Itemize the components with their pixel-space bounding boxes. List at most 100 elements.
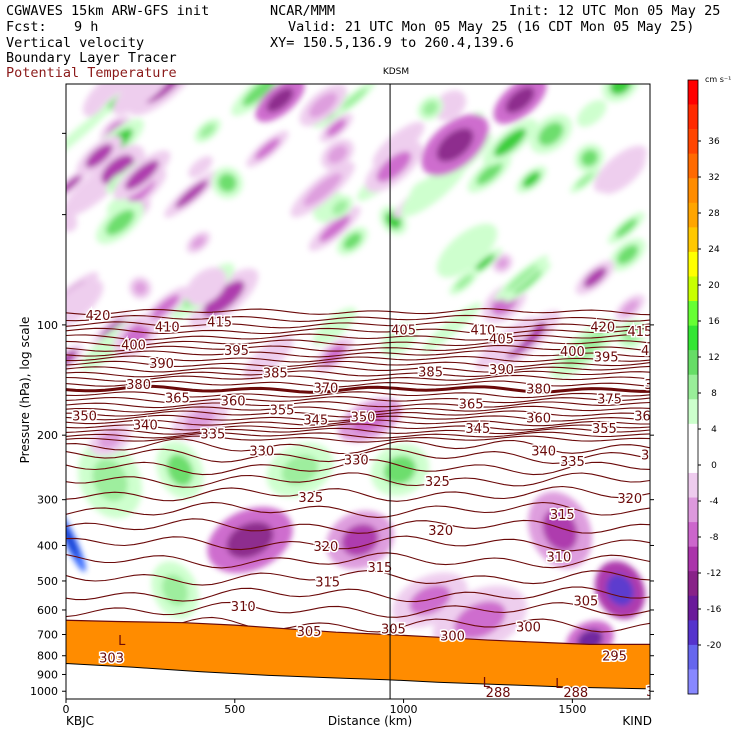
theta-label: 315 xyxy=(550,508,575,523)
theta-contour xyxy=(66,327,650,335)
theta-label: 310 xyxy=(231,600,256,615)
station-left-label: KBJC xyxy=(66,714,94,728)
theta-contour xyxy=(66,435,650,443)
terrain-outline xyxy=(66,619,650,646)
vv-cell-core xyxy=(191,235,206,249)
vv-cell-core xyxy=(217,173,237,193)
colorbar-tick-label: 16 xyxy=(708,317,720,327)
vv-cell-core xyxy=(422,100,438,116)
y-tick-label: 600 xyxy=(37,604,58,617)
header-field-vertical-velocity: Vertical velocity xyxy=(6,35,145,51)
vv-cell-core xyxy=(455,274,473,290)
theta-label: 305 xyxy=(381,623,406,638)
theta-label: 410 xyxy=(155,320,180,335)
theta-contour xyxy=(66,405,650,413)
theta-label: 365 xyxy=(634,410,659,425)
colorbar-swatch xyxy=(688,595,698,621)
theta-label: 288 xyxy=(563,686,588,701)
theta-label: 335 xyxy=(200,428,225,443)
vv-cell-core xyxy=(505,264,538,292)
colorbar-swatch xyxy=(688,129,698,154)
header-field-potential-temperature: Potential Temperature xyxy=(6,65,177,81)
vv-cell-core xyxy=(101,154,134,185)
vv-cell xyxy=(188,156,213,178)
colorbar-frame xyxy=(687,79,699,695)
x-tick-label: 500 xyxy=(224,703,245,716)
theta-label: 320 xyxy=(428,524,453,539)
theta-label: 405 xyxy=(489,333,514,348)
theta-contour xyxy=(66,535,650,552)
y-tick-label: 800 xyxy=(37,650,58,663)
colorbar-unit: cm s⁻¹ xyxy=(705,75,731,84)
theta-label: 415 xyxy=(207,316,232,331)
colorbar-tick-label: 12 xyxy=(708,353,719,363)
theta-contour xyxy=(66,601,650,618)
vv-cell-core xyxy=(493,128,527,157)
theta-contour xyxy=(66,339,650,347)
x-axis: 0 500 1000 1500 xyxy=(63,699,586,716)
station-right-label: KIND xyxy=(622,714,652,728)
theta-label: 303 xyxy=(646,685,671,700)
theta-label: 380 xyxy=(526,382,551,397)
theta-contour xyxy=(66,314,650,322)
theta-label: 385 xyxy=(263,367,288,382)
colorbar-swatch xyxy=(688,423,698,449)
colorbar-swatch xyxy=(688,497,698,523)
colorbar-tick-label: 28 xyxy=(708,209,720,219)
theta-contour xyxy=(66,350,650,358)
chart-title: KDSM xyxy=(383,67,409,77)
colorbar-swatch xyxy=(688,571,698,597)
theta-label: 340 xyxy=(531,444,556,459)
theta-contour xyxy=(66,384,650,394)
theta-label: 303 xyxy=(99,651,124,666)
theta-label: 345 xyxy=(303,413,328,428)
vv-cell-core xyxy=(66,349,78,366)
colorbar-tick-label: 36 xyxy=(708,137,720,147)
theta-label: 420 xyxy=(590,320,615,335)
colorbar-tick-label: -4 xyxy=(710,497,719,507)
header-org: NCAR/MMM xyxy=(270,3,336,19)
theta-contour xyxy=(66,414,650,422)
theta-contour xyxy=(66,333,650,341)
theta-contour xyxy=(66,380,650,388)
pbl-low-marker: L xyxy=(665,675,673,690)
theta-label: 310 xyxy=(546,551,571,566)
ground xyxy=(66,662,650,699)
vv-cell-core xyxy=(538,122,564,146)
colorbar-tick-label: 20 xyxy=(708,281,720,291)
vv-cell-core xyxy=(308,92,338,118)
theta-label: 355 xyxy=(270,403,295,418)
pbl-low-marker: L xyxy=(483,676,491,691)
vv-cell-core xyxy=(303,173,342,207)
colorbar-swatch xyxy=(688,202,698,228)
theta-contour xyxy=(66,448,650,464)
vv-cell-core xyxy=(609,84,632,96)
theta-label: 330 xyxy=(249,444,274,459)
theta-label: 360 xyxy=(526,412,551,427)
vv-cell-core xyxy=(505,86,535,114)
theta-label: 385 xyxy=(644,378,669,393)
theta-label: 335 xyxy=(560,455,585,470)
header-xy: XY= 150.5,136.9 to 260.4,139.6 xyxy=(270,35,514,51)
vv-cell-core xyxy=(85,143,113,168)
y-tick-label: 400 xyxy=(37,539,58,552)
header-field-boundary-layer: Boundary Layer Tracer xyxy=(6,50,177,66)
theta-contour xyxy=(66,485,650,502)
vv-cell-core xyxy=(436,128,474,162)
theta-label: 410 xyxy=(470,324,495,339)
colorbar-tick-label: 4 xyxy=(711,425,717,435)
vv-cell-core xyxy=(615,218,638,238)
vv-cell xyxy=(400,159,468,217)
vv-cell-core xyxy=(203,280,245,317)
theta-label: 288 xyxy=(486,686,511,701)
theta-contour xyxy=(66,431,650,439)
theta-contour xyxy=(66,410,650,418)
vv-cell-core xyxy=(576,172,594,188)
vv-cell xyxy=(436,223,498,278)
theta-label: 395 xyxy=(224,344,249,359)
vv-cell-core xyxy=(151,294,180,320)
y-tick-label: 500 xyxy=(37,575,58,588)
vv-cell xyxy=(112,84,176,115)
